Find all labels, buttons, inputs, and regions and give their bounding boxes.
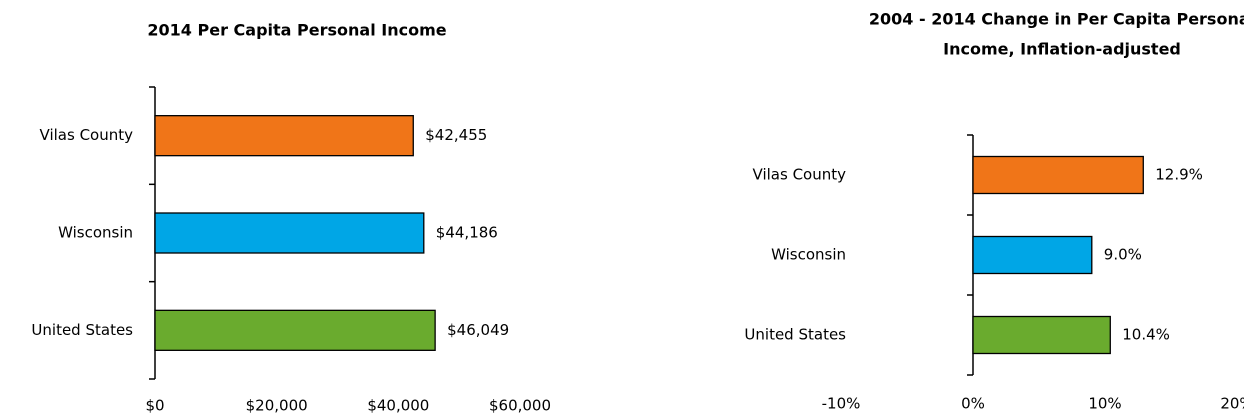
bar (154, 309, 436, 351)
value-label: $46,049 (447, 321, 509, 339)
chart-title: 2014 Per Capita Personal Income (147, 21, 446, 40)
x-tick-label: $20,000 (246, 397, 308, 415)
bar (972, 155, 1144, 195)
x-tick-label: 10% (1088, 395, 1121, 413)
x-tick-label: $60,000 (489, 397, 551, 415)
bar (154, 212, 425, 254)
y-tick-label: Vilas County (40, 126, 134, 144)
y-tick-label: United States (744, 326, 846, 344)
y-tick-label: Vilas County (753, 166, 847, 184)
value-label: 12.9% (1155, 166, 1203, 184)
value-label: 10.4% (1122, 326, 1170, 344)
x-tick-label: $0 (145, 397, 164, 415)
y-tick-label: United States (31, 321, 133, 339)
value-label: $42,455 (425, 126, 487, 144)
bar (154, 115, 414, 157)
x-tick-label: $40,000 (367, 397, 429, 415)
x-tick-label: -10% (822, 395, 861, 413)
y-tick-label: Wisconsin (771, 246, 846, 264)
value-label: 9.0% (1104, 246, 1142, 264)
y-tick-label: Wisconsin (58, 224, 133, 242)
chart-title: 2004 - 2014 Change in Per Capita Persona… (869, 10, 1244, 29)
x-tick-label: 20% (1220, 395, 1244, 413)
chart-title: Income, Inflation-adjusted (943, 40, 1181, 59)
bar (972, 235, 1093, 275)
value-label: $44,186 (436, 224, 498, 242)
bar (972, 315, 1111, 355)
x-tick-label: 0% (961, 395, 985, 413)
